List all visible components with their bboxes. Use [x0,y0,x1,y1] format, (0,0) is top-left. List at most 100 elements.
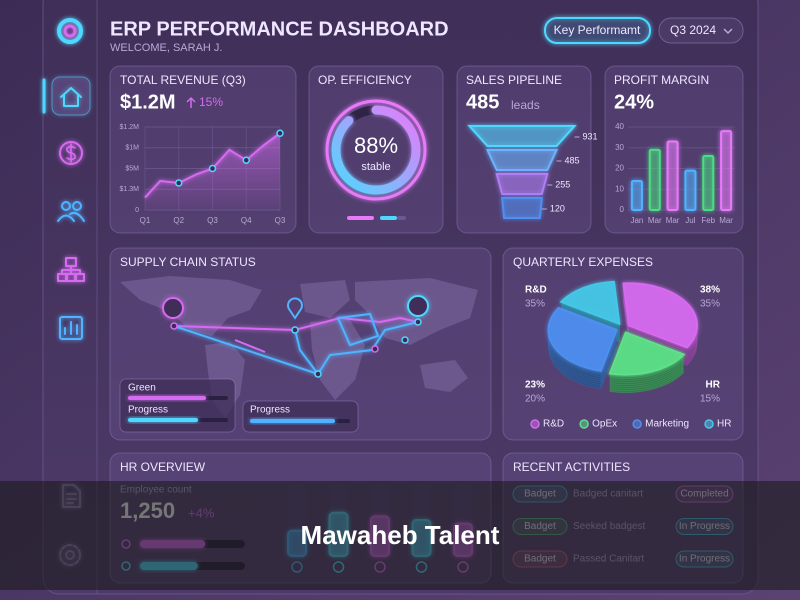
bar [666,140,679,211]
route-node [170,322,178,330]
callout-name: 23% [525,380,545,391]
x-tick-label: Mar [719,216,733,225]
x-tick-label: Mar [648,216,662,225]
bar [630,179,643,211]
card-title: PROFIT MARGIN [614,73,709,87]
map-pin [162,297,184,319]
dropdown-caret [723,28,733,35]
x-tick-label: Q1 [140,216,151,225]
efficiency-value: 88% [354,133,398,158]
pie-slice [622,282,698,349]
gauge-arc [331,105,421,195]
watermark: Mawaheb Talent [301,520,500,550]
period-select[interactable] [658,17,744,44]
route-node [314,370,322,378]
nav-org[interactable] [57,257,85,282]
route-node [291,326,299,334]
map-landmass [420,360,468,392]
map-landmass [120,276,262,336]
efficiency-caption: stable [361,161,390,173]
dashboard-title: ERP PERFORMANCE DASHBOARD [110,18,449,40]
nav-home[interactable] [51,76,91,116]
funnel-stage [501,197,543,219]
card-title: SALES PIPELINE [466,73,562,87]
funnel-label: 255 [555,179,570,189]
map-landmass [300,280,350,318]
bar [720,130,733,211]
welcome-text: WELCOME, SARAH J. [110,42,222,54]
route-node [371,345,379,353]
card-title: RECENT ACTIVITIES [513,460,630,474]
callout-value: 35% [700,299,720,310]
pipeline-unit: leads [511,98,540,112]
icon-home [60,87,82,107]
x-tick-label: Q4 [241,216,252,225]
nav-revenue[interactable] [59,141,83,165]
route [234,339,266,353]
indicator-pill [347,216,374,220]
legend-label: HR [717,419,731,430]
y-tick-label: 40 [615,122,624,131]
legend-swatch [579,419,589,429]
logo [63,24,77,38]
y-tick-label: 0 [620,205,625,214]
legend-label: R&D [543,419,564,430]
y-tick-label: 10 [615,184,624,193]
data-point [208,164,217,173]
bar [684,169,697,211]
data-point [276,129,284,137]
legend-label: Progress [128,405,168,416]
nav-reports[interactable] [59,316,83,340]
callout-name: R&D [525,285,547,296]
map-landmass [310,320,365,400]
route [173,321,419,376]
data-point [175,179,183,187]
card [308,65,444,234]
legend-box [242,400,359,433]
indicator-pill [380,216,397,220]
route [336,312,380,347]
card-title: SUPPLY CHAIN STATUS [120,255,256,269]
card-title: OP. EFFICIENCY [318,73,412,87]
card-title: QUARTERLY EXPENSES [513,255,653,269]
y-tick-label: 20 [615,164,624,173]
profit-value: 24% [614,91,654,113]
y-tick-label: 0 [135,207,139,214]
data-point [242,156,250,164]
x-tick-label: Jan [630,216,643,225]
logo [57,18,83,44]
legend-swatch [530,419,540,429]
card-title: HR OVERVIEW [120,460,206,474]
funnel-stage [495,173,549,195]
route-node [414,318,422,326]
pie-slice [547,306,618,372]
x-tick-label: Q3 [207,216,218,225]
legend-label: OpEx [592,419,617,430]
legend-swatch [632,419,642,429]
x-tick-label: Q3 [275,216,286,225]
indicator-pill [397,216,406,220]
trend-arrow [186,96,196,108]
bar [648,148,661,211]
x-tick-label: Mar [666,216,680,225]
y-tick-label: 30 [615,143,624,152]
callout-value: 35% [525,299,545,310]
y-tick-label: $1.2M [120,124,140,131]
pie-slice [608,331,686,376]
route-node [401,336,409,344]
y-tick-label: $5M [125,165,139,172]
button-label: Key Performamt [554,23,641,37]
legend-label: Marketing [645,419,689,430]
nav-people[interactable] [57,201,85,222]
pie-slice [559,280,621,326]
watermark-band [0,481,800,590]
route [173,316,419,332]
funnel-label: 931 [583,131,598,141]
key-performance-button[interactable] [544,17,651,44]
map-pin [407,295,429,317]
period-label: Q3 2024 [670,23,716,37]
funnel-stage [467,125,577,147]
funnel-label: 120 [550,203,565,213]
